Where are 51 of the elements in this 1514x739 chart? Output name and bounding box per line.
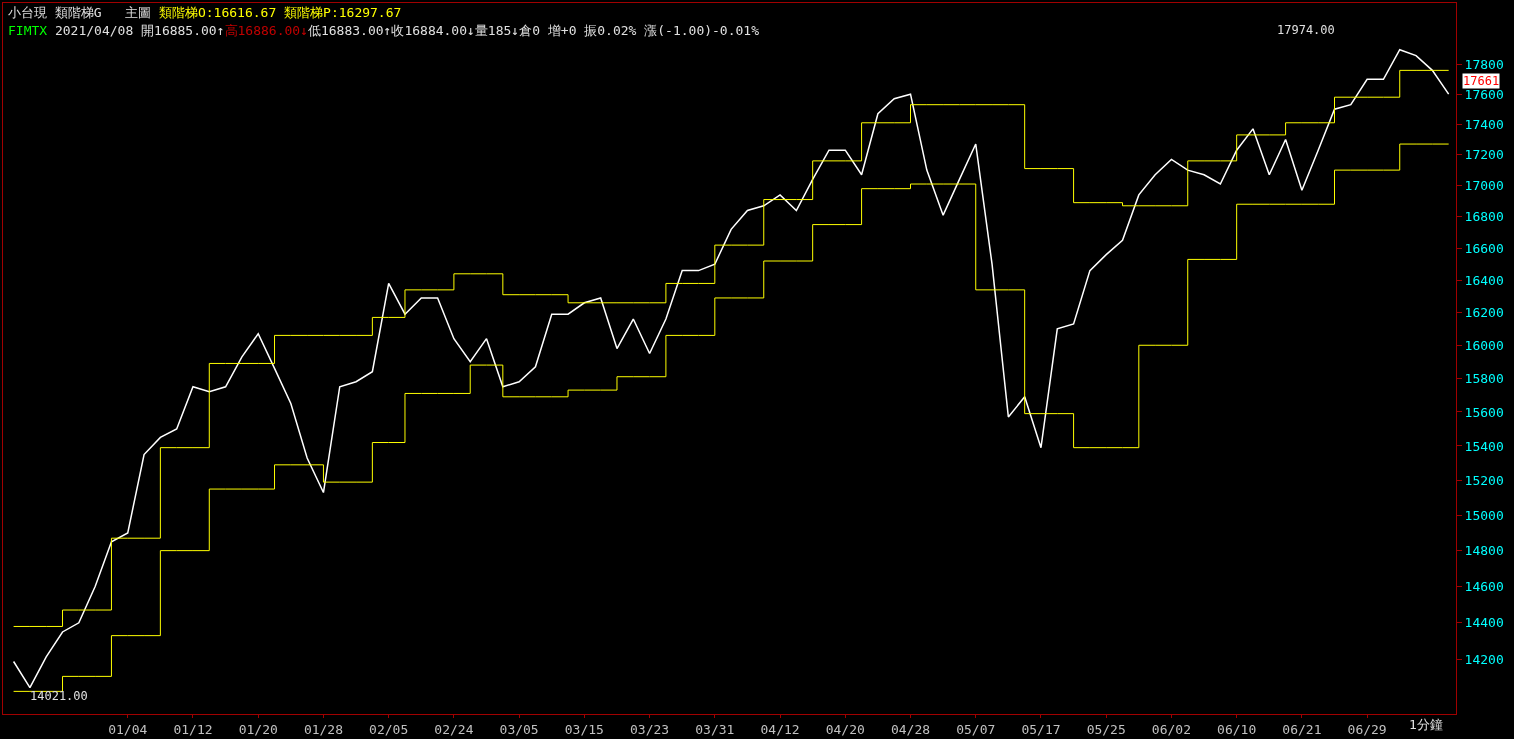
x-tick-label: 06/10	[1217, 721, 1257, 737]
x-tick-label: 01/20	[238, 721, 278, 737]
y-tick-label: 15600	[1464, 404, 1504, 420]
y-tick-label: 14200	[1464, 652, 1504, 668]
y-tick-label: 17000	[1464, 178, 1504, 194]
x-tick-label: 06/29	[1347, 721, 1387, 737]
x-tick-label: 04/20	[825, 721, 865, 737]
y-tick-label: 15000	[1464, 507, 1504, 523]
y-tick-label: 16600	[1464, 240, 1504, 256]
annotation: 2021/04/08 開16885.00↑	[54, 23, 225, 38]
x-tick-label: 03/15	[564, 721, 604, 737]
annotation: 低16883.00↑收16884.00↓量185↓倉0 增+0 振0.02% 漲(-1.00)-0.01%	[307, 23, 760, 38]
y-tick-label: 17600	[1464, 86, 1504, 102]
x-tick-label: 02/05	[369, 721, 409, 737]
annotation: 高16886.00↓	[224, 23, 308, 38]
text: 17661	[1463, 74, 1500, 88]
x-tick-label: 06/02	[1151, 721, 1191, 737]
y-tick-label: 16400	[1464, 272, 1504, 288]
y-tick-label: 17400	[1464, 116, 1504, 132]
x-tick-label: 02/24	[434, 721, 474, 737]
annotation: 小台現 類階梯G	[8, 5, 102, 20]
x-tick-label: 04/28	[890, 721, 931, 737]
x-tick-label: 01/28	[303, 721, 344, 737]
y-tick-label: 16000	[1464, 337, 1504, 353]
y-tick-label: 15800	[1464, 370, 1504, 386]
y-tick-label: 17200	[1464, 147, 1504, 163]
x-tick-label: 05/17	[1021, 721, 1061, 737]
annotation: 主圖	[125, 5, 152, 20]
annotation: 類階梯P:16297.67	[284, 5, 402, 20]
x-tick-label: 03/23	[630, 721, 670, 737]
y-tick-label: 14800	[1464, 543, 1504, 559]
x-tick-label: 01/04	[108, 721, 148, 737]
y-tick-label: 15400	[1464, 438, 1504, 454]
y-tick-label: 15200	[1464, 472, 1504, 488]
x-tick-label: 03/05	[499, 721, 539, 737]
x-tick-label: 04/12	[760, 721, 800, 737]
annotation: 14021.00	[30, 689, 88, 703]
x-tick-label: 05/25	[1086, 721, 1126, 737]
annotation: FIMTX	[8, 23, 48, 38]
annotation: 17974.00	[1277, 23, 1335, 37]
x-tick-label: 06/21	[1282, 721, 1322, 737]
text: 1分鐘	[1409, 717, 1443, 732]
annotation: 類階梯O:16616.67	[158, 5, 277, 20]
y-tick-label: 17800	[1464, 56, 1504, 72]
x-tick-label: 01/12	[173, 721, 213, 737]
y-tick-label: 14600	[1464, 579, 1504, 595]
y-tick-label: 16800	[1464, 209, 1504, 225]
y-tick-label: 16200	[1464, 305, 1504, 321]
y-tick-label: 14400	[1464, 615, 1504, 631]
x-tick-label: 05/07	[956, 721, 996, 737]
x-tick-label: 03/31	[695, 721, 735, 737]
